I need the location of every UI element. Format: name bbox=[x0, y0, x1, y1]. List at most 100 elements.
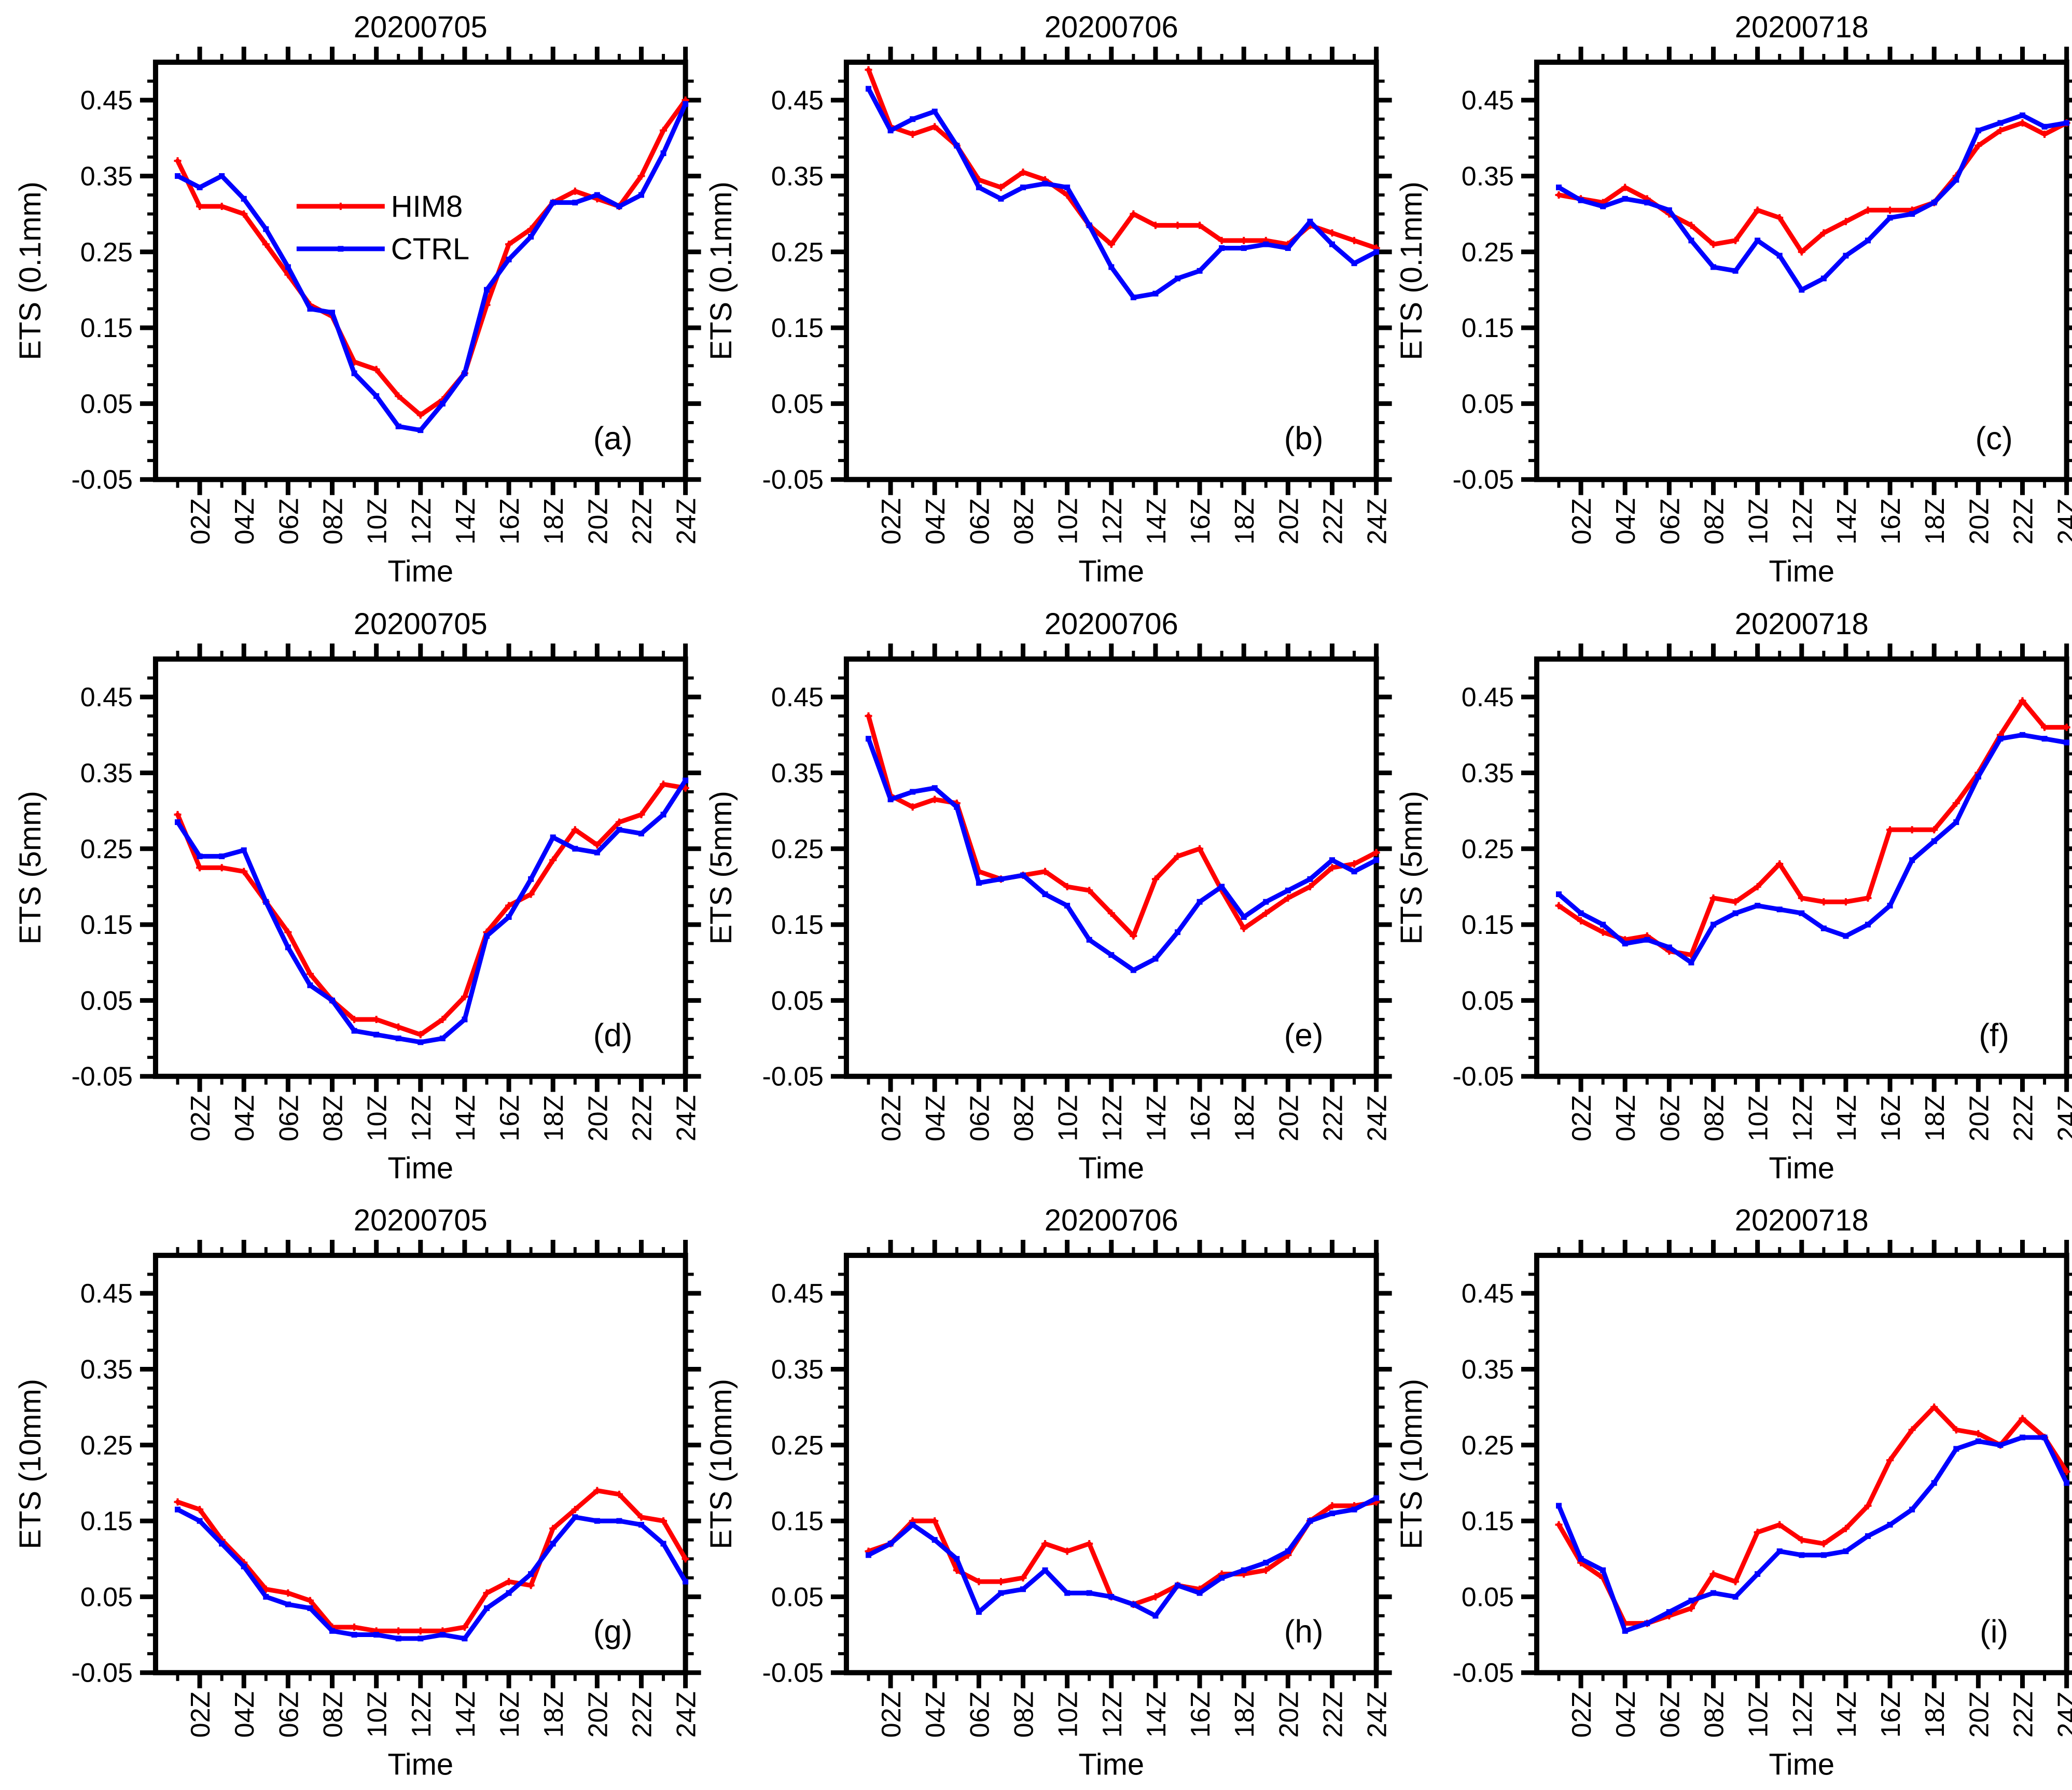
ctrl-marker bbox=[1622, 940, 1629, 946]
x-tick-label: 18Z bbox=[1230, 498, 1260, 545]
y-tick-label: -0.05 bbox=[1453, 1061, 1514, 1092]
ctrl-marker bbox=[550, 1541, 556, 1547]
ctrl-marker bbox=[1931, 838, 1938, 844]
y-tick-label: -0.05 bbox=[762, 465, 823, 495]
ctrl-marker bbox=[1042, 180, 1048, 187]
x-tick-label: 24Z bbox=[2053, 498, 2072, 545]
y-tick-label: 0.05 bbox=[771, 986, 823, 1016]
ctrl-marker bbox=[373, 1632, 380, 1638]
ctrl-marker bbox=[1556, 184, 1562, 190]
x-tick-label: 20Z bbox=[1965, 1095, 1995, 1141]
x-tick-label: 04Z bbox=[921, 498, 951, 545]
ctrl-marker bbox=[865, 86, 871, 92]
ctrl-marker bbox=[594, 192, 600, 198]
ctrl-line bbox=[175, 1507, 688, 1641]
ctrl-marker bbox=[1777, 906, 1783, 912]
ctrl-marker bbox=[638, 830, 644, 836]
ctrl-marker bbox=[1351, 1506, 1357, 1513]
y-axis-label: ETS (5mm) bbox=[705, 791, 738, 944]
ctrl-marker bbox=[953, 143, 959, 149]
ctrl-marker bbox=[1644, 1620, 1650, 1627]
ctrl-marker bbox=[1732, 268, 1739, 274]
ctrl-marker bbox=[1108, 264, 1114, 270]
ctrl-line bbox=[866, 86, 1379, 300]
x-tick-label: 22Z bbox=[2009, 1691, 2039, 1738]
him8-line bbox=[175, 1488, 688, 1634]
ctrl-marker bbox=[1909, 211, 1915, 217]
ctrl-marker bbox=[594, 849, 600, 856]
ctrl-marker bbox=[1865, 921, 1871, 928]
y-tick-label: 0.35 bbox=[771, 1355, 823, 1385]
ctrl-marker bbox=[197, 184, 203, 190]
him8-series bbox=[865, 712, 1380, 940]
ctrl-marker bbox=[439, 1632, 446, 1638]
ctrl-marker bbox=[1931, 200, 1938, 206]
ctrl-marker bbox=[1174, 929, 1180, 935]
ctrl-marker bbox=[1644, 936, 1650, 943]
plot-frame bbox=[843, 1253, 1379, 1676]
x-tick-label: 02Z bbox=[186, 1691, 216, 1738]
ctrl-marker bbox=[506, 1590, 512, 1596]
ctrl-marker bbox=[1064, 902, 1070, 908]
ctrl-marker bbox=[1997, 120, 2004, 126]
x-tick-label: 12Z bbox=[407, 1691, 437, 1738]
ctrl-marker bbox=[1644, 200, 1650, 206]
ctrl-marker bbox=[2064, 739, 2070, 746]
ctrl-marker bbox=[1020, 1586, 1026, 1592]
x-tick-label: 16Z bbox=[1876, 498, 1906, 545]
ctrl-marker bbox=[1711, 264, 1717, 270]
ctrl-marker bbox=[197, 853, 203, 859]
ctrl-marker bbox=[683, 101, 689, 107]
y-tick-label: 0.15 bbox=[771, 313, 823, 343]
x-tick-label: 18Z bbox=[1230, 1691, 1260, 1738]
x-tick-label: 08Z bbox=[1700, 1691, 1730, 1738]
x-tick-label: 08Z bbox=[1009, 498, 1039, 545]
ctrl-marker bbox=[2020, 112, 2026, 118]
ctrl-marker bbox=[887, 796, 894, 802]
panel-title: 20200705 bbox=[354, 11, 488, 44]
x-tick-label: 20Z bbox=[583, 1691, 613, 1738]
him8-series bbox=[174, 780, 689, 1038]
ctrl-marker bbox=[998, 1590, 1004, 1596]
panel-b-chart: 0.45 0.35 0.25 0.15 0.05 -0.05 02Z 04Z 06Z 08Z 10Z… bbox=[705, 11, 1393, 589]
axis-ticks bbox=[1521, 46, 2072, 495]
ctrl-marker bbox=[616, 1518, 622, 1524]
ctrl-marker bbox=[1799, 1552, 1805, 1558]
x-tick-label: 20Z bbox=[1274, 1095, 1304, 1141]
x-tick-label: 08Z bbox=[1009, 1691, 1039, 1738]
ctrl-marker bbox=[1042, 1568, 1048, 1574]
ctrl-marker bbox=[1042, 891, 1048, 897]
ctrl-marker bbox=[909, 116, 915, 122]
y-tick-label: 0.35 bbox=[1462, 758, 1514, 788]
x-tick-label: 04Z bbox=[1611, 1095, 1642, 1141]
x-tick-label: 02Z bbox=[186, 1095, 216, 1141]
x-tick-label: 22Z bbox=[1318, 498, 1348, 545]
y-tick-label: 0.05 bbox=[771, 1583, 823, 1613]
x-tick-label: 04Z bbox=[230, 1691, 260, 1738]
ctrl-line bbox=[1556, 113, 2069, 292]
ctrl-marker bbox=[1600, 921, 1606, 928]
ctrl-marker bbox=[1285, 887, 1291, 893]
ctrl-marker bbox=[1064, 1590, 1070, 1596]
ctrl-marker bbox=[1578, 910, 1584, 916]
x-tick-label: 24Z bbox=[2053, 1095, 2072, 1141]
x-tick-label: 16Z bbox=[495, 1095, 525, 1141]
x-axis-label: Time bbox=[387, 1749, 453, 1782]
him8-series bbox=[174, 1487, 689, 1635]
ctrl-marker bbox=[1600, 1568, 1606, 1574]
panel-f-chart: 0.45 0.35 0.25 0.15 0.05 -0.05 02Z 04Z 06Z 08Z 10Z… bbox=[1395, 608, 2072, 1185]
ctrl-marker bbox=[594, 1518, 600, 1524]
ctrl-marker bbox=[1578, 1556, 1584, 1562]
ctrl-marker bbox=[1953, 1446, 1959, 1452]
ctrl-marker bbox=[931, 108, 938, 115]
ctrl-marker bbox=[1622, 195, 1629, 202]
x-tick-label: 06Z bbox=[274, 1095, 304, 1141]
x-tick-label: 14Z bbox=[451, 1691, 481, 1738]
x-tick-label: 16Z bbox=[1186, 1691, 1216, 1738]
panel-title: 20200705 bbox=[354, 608, 488, 641]
x-tick-label: 22Z bbox=[1318, 1095, 1348, 1141]
x-tick-label: 22Z bbox=[1318, 1691, 1348, 1738]
x-tick-label: 08Z bbox=[1700, 498, 1730, 545]
ctrl-marker bbox=[572, 1514, 578, 1520]
ctrl-marker bbox=[1197, 268, 1203, 274]
